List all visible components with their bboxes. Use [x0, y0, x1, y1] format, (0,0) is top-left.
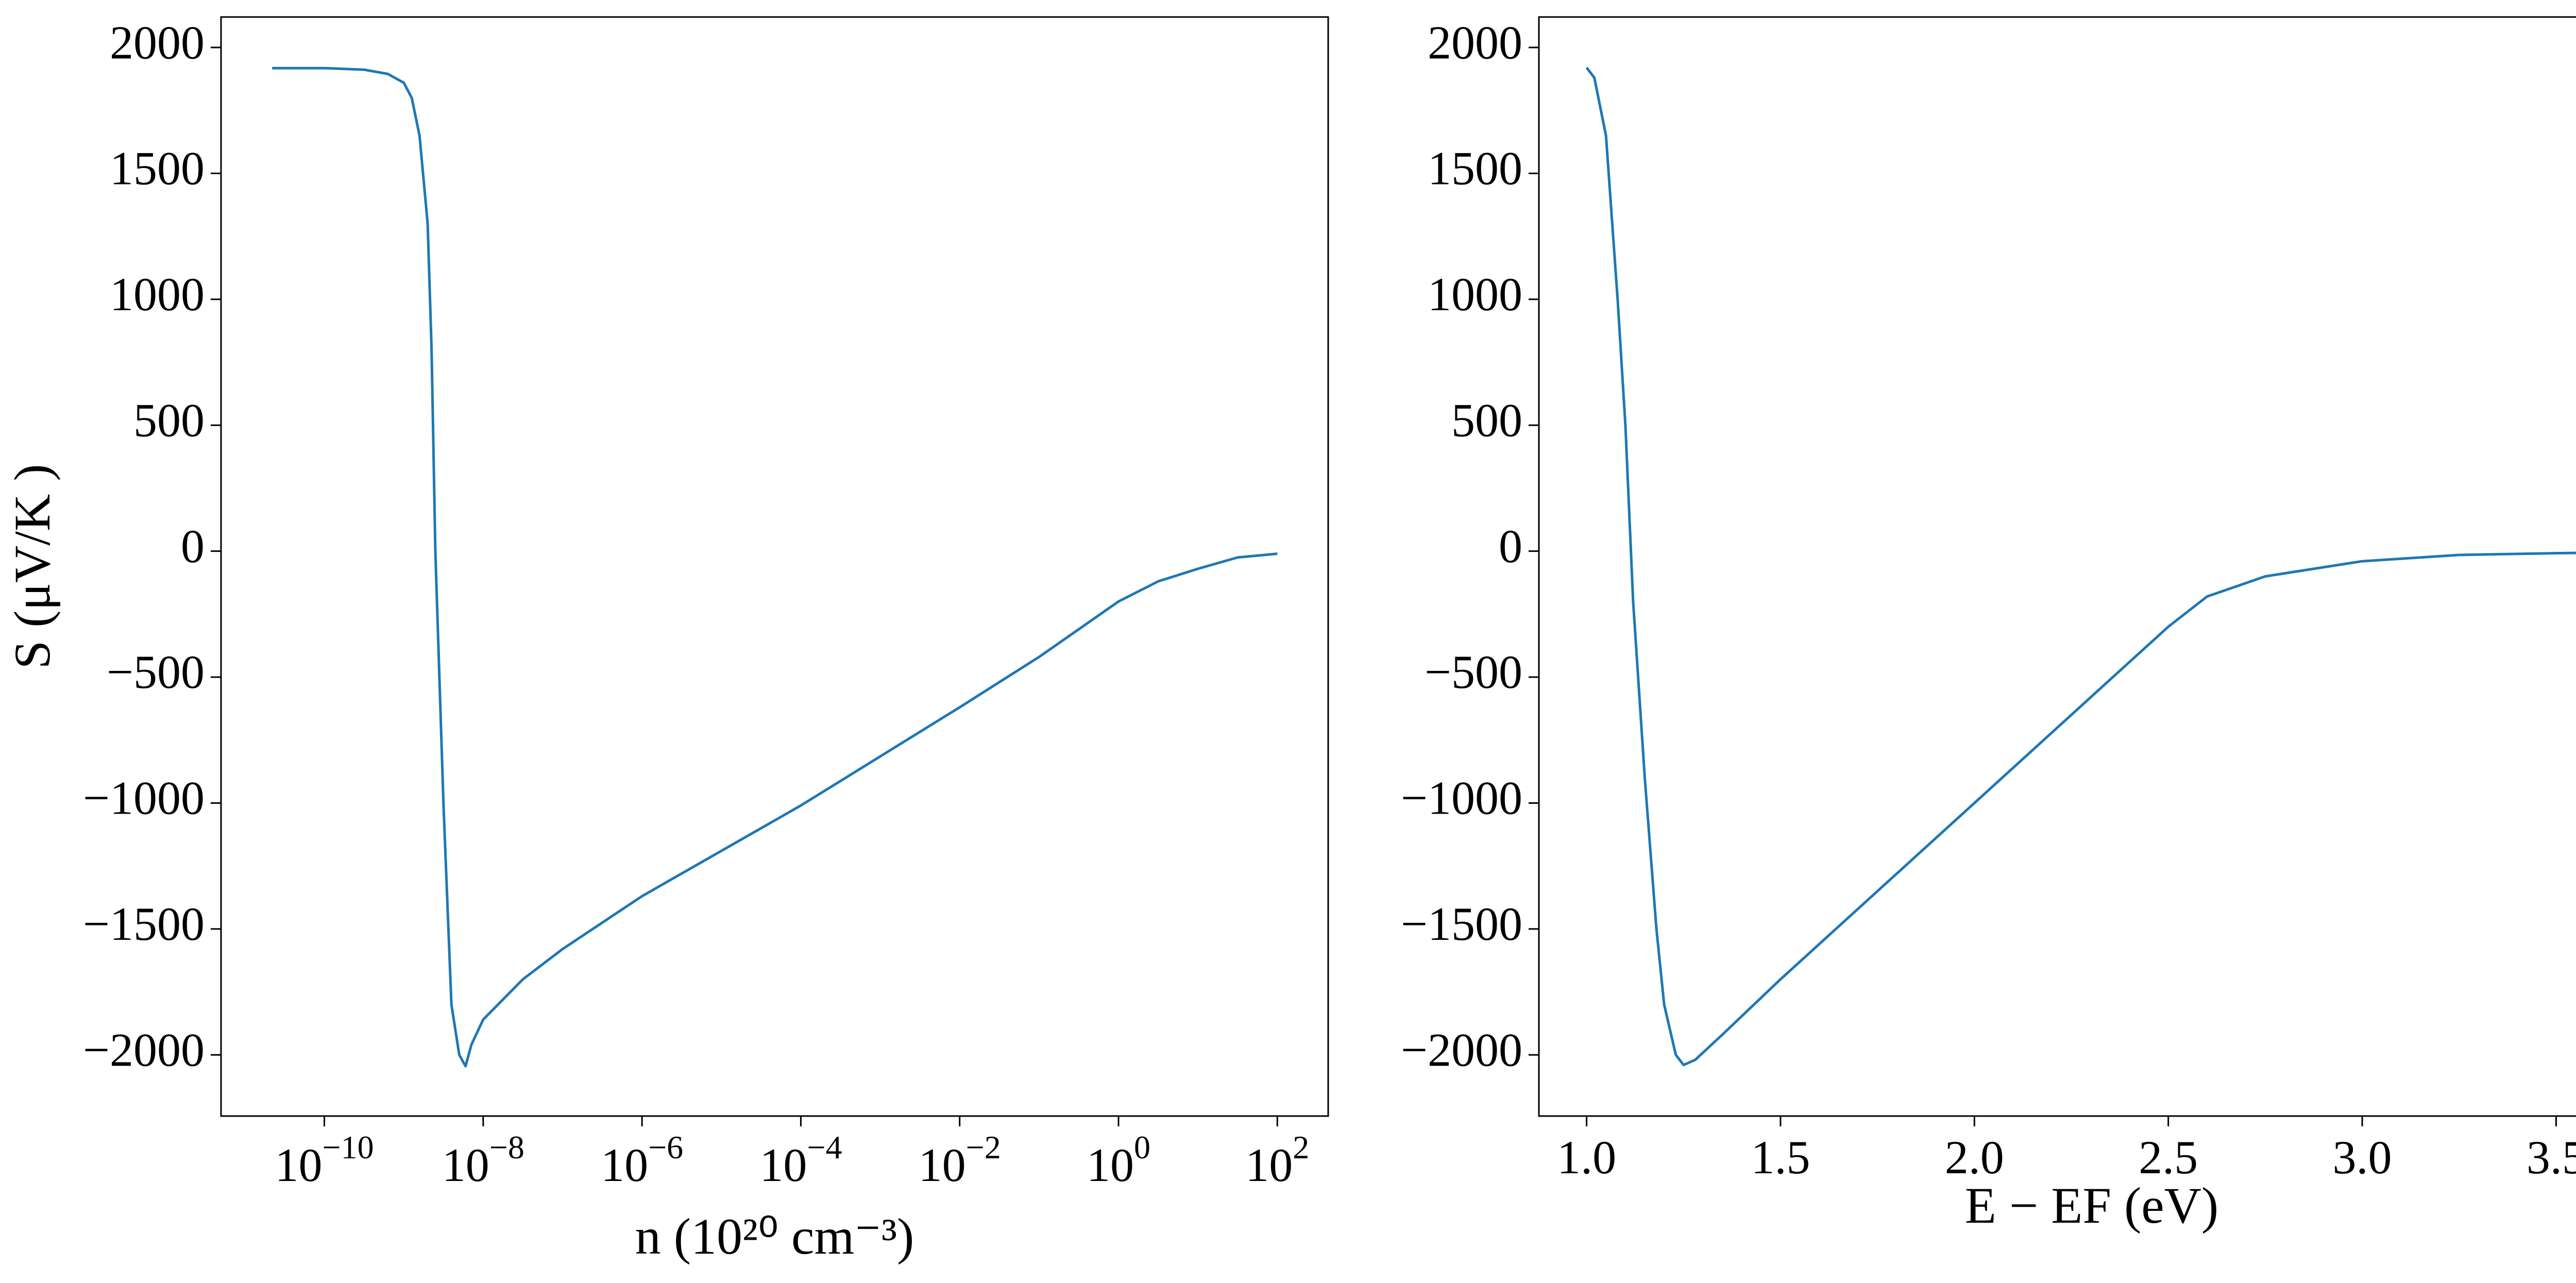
x-tick-label: 1.5: [1751, 1131, 1810, 1184]
y-tick-label: −1500: [83, 898, 205, 950]
y-tick-label: −1500: [1401, 898, 1522, 950]
x-tick-label: 10−4: [759, 1129, 842, 1191]
x-tick-label: 2.0: [1945, 1131, 2004, 1184]
x-tick-label: 3.5: [2527, 1131, 2576, 1184]
y-tick-label: 2000: [110, 16, 205, 69]
y-tick-label: −2000: [83, 1023, 205, 1076]
x-tick-label: 10−6: [601, 1129, 683, 1191]
y-tick-label: 500: [133, 394, 205, 446]
y-tick-label: 500: [1451, 394, 1522, 446]
y-tick-label: −500: [1425, 646, 1522, 698]
x-tick-label: 10−2: [919, 1129, 1001, 1191]
plot-frame: [1538, 16, 2576, 1117]
data-line: [272, 66, 1278, 1068]
x-tick-label: 1.0: [1557, 1131, 1616, 1184]
x-tick-label: 10−8: [442, 1129, 524, 1191]
y-tick-label: 1500: [1428, 142, 1522, 195]
y-tick-label: 2000: [1428, 16, 1522, 69]
x-axis-label: E − EF (eV): [1965, 1177, 2218, 1234]
x-tick-label: 10−10: [275, 1129, 374, 1191]
y-tick-label: 1500: [110, 142, 205, 195]
data-line: [1585, 66, 2576, 1067]
y-tick-label: −1000: [83, 772, 205, 824]
x-tick-label: 3.0: [2333, 1131, 2392, 1184]
x-tick-label: 2.5: [2139, 1131, 2198, 1184]
y-tick-label: 0: [1499, 520, 1522, 572]
x-tick-label: 102: [1245, 1129, 1309, 1191]
y-tick-label: −1000: [1401, 772, 1522, 824]
x-axis-label: n (10²⁰ cm⁻³): [635, 1208, 914, 1265]
x-tick-label: 100: [1087, 1129, 1150, 1191]
y-tick-label: 1000: [110, 268, 205, 320]
y-tick-label: −500: [107, 646, 205, 698]
y-axis-label: S (μV/K ): [4, 464, 61, 669]
y-tick-label: −2000: [1401, 1023, 1522, 1076]
y-tick-label: 1000: [1428, 268, 1522, 320]
plot-frame: [220, 16, 1329, 1117]
y-tick-label: 0: [181, 520, 205, 572]
